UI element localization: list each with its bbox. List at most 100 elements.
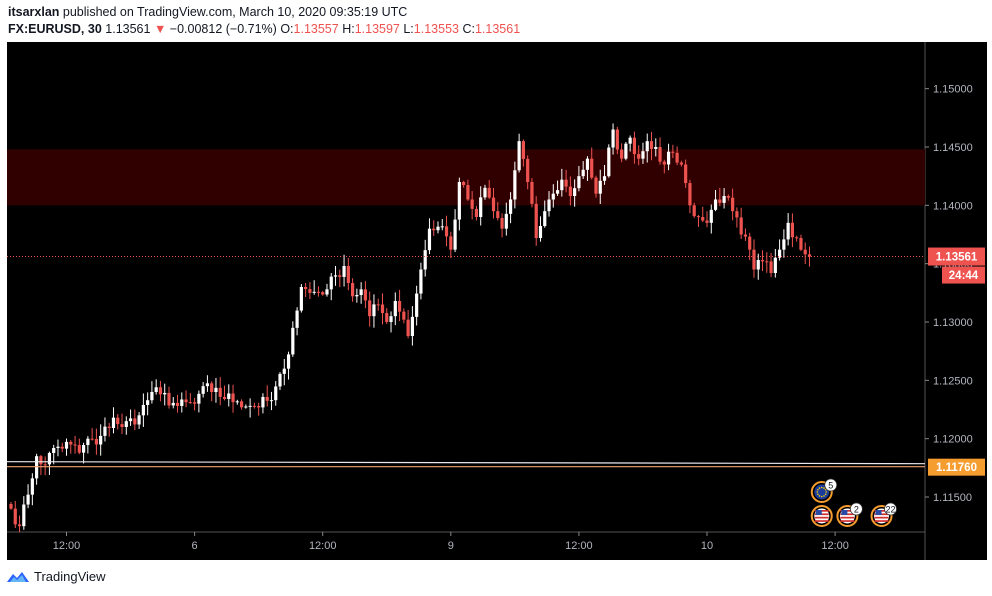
- candle-body: [487, 187, 491, 198]
- candle-body: [560, 179, 564, 191]
- close-value: 1.13561: [474, 22, 521, 36]
- candle-body: [782, 239, 786, 250]
- candle-body: [308, 289, 312, 293]
- candle-body: [466, 185, 470, 200]
- candle-body: [128, 418, 133, 422]
- candle-body: [701, 217, 705, 221]
- event-count-label: 5: [828, 481, 833, 491]
- candle-body: [342, 266, 346, 277]
- candle-body: [30, 478, 34, 495]
- candles-layer: [9, 123, 812, 533]
- candle-body: [713, 199, 718, 210]
- eu-star: [818, 495, 821, 497]
- candle-body: [321, 292, 325, 295]
- candle-body: [154, 387, 158, 392]
- candle-body: [359, 289, 363, 296]
- candle-body: [329, 276, 333, 290]
- down-arrow-icon: ▼: [153, 22, 167, 36]
- trend-line: [7, 461, 926, 465]
- candle-body: [457, 182, 461, 220]
- candle-body: [13, 508, 17, 525]
- candle-body: [769, 261, 773, 273]
- candle-body: [107, 426, 111, 428]
- candle-body: [773, 257, 777, 273]
- candle-body: [615, 129, 619, 150]
- candle-body: [423, 250, 427, 270]
- candle-body: [184, 399, 188, 403]
- price-tick-label: 1.15000: [933, 84, 973, 96]
- price-labels: 1.13561 24:44 1.11760: [928, 247, 985, 476]
- candle-body: [415, 293, 419, 317]
- candle-body: [658, 147, 662, 162]
- resistance-zone: [7, 149, 925, 206]
- candle-body: [696, 216, 701, 218]
- candle-body: [124, 421, 128, 427]
- publish-text: published on TradingView.com, March 10, …: [62, 5, 408, 19]
- candle-body: [26, 494, 30, 505]
- open-label: O:: [280, 22, 294, 36]
- candle-body: [406, 319, 410, 336]
- candle-body: [99, 435, 103, 445]
- candle-body: [483, 187, 487, 198]
- eu-star: [824, 488, 827, 491]
- candle-body: [637, 154, 641, 159]
- candle-body: [521, 141, 525, 159]
- candle-body: [671, 151, 675, 153]
- high-label: H:: [342, 22, 355, 36]
- candle-body: [577, 176, 581, 189]
- candle-body: [534, 203, 538, 238]
- candle-body: [739, 217, 743, 235]
- price-tick-label: 1.14000: [933, 200, 973, 212]
- candle-body: [799, 238, 803, 250]
- price-chart[interactable]: 1.115001.120001.125001.130001.135001.140…: [7, 42, 987, 560]
- candle-body: [760, 260, 765, 262]
- candle-body: [338, 275, 342, 277]
- footer-brand[interactable]: TradingView: [6, 568, 106, 584]
- us-stripe: [814, 520, 829, 522]
- eu-star: [817, 493, 819, 496]
- us-stripe: [874, 516, 889, 519]
- time-axis: 12:00 6 12:00 9 12:00 10 12:00: [53, 532, 849, 552]
- candle-body: [218, 387, 222, 397]
- candle-body: [299, 287, 303, 311]
- eu-star: [820, 495, 823, 498]
- candle-body: [427, 228, 432, 251]
- candle-body: [52, 448, 56, 453]
- candle-body: [150, 392, 154, 401]
- author-name[interactable]: itsarxlan: [8, 5, 60, 19]
- support-level-label: 1.11760: [936, 462, 977, 474]
- candle-body: [188, 402, 192, 404]
- candle-body: [312, 291, 316, 293]
- candle-body: [346, 266, 350, 284]
- candle-body: [325, 289, 329, 295]
- candle-body: [675, 152, 679, 163]
- time-tick-label: 12:00: [821, 540, 849, 552]
- candle-body: [244, 406, 248, 408]
- candle-body: [158, 387, 163, 395]
- symbol-label[interactable]: FX:EURUSD, 30: [8, 22, 102, 36]
- candle-body: [440, 226, 444, 228]
- candle-body: [227, 393, 231, 399]
- candle-body: [786, 222, 790, 240]
- candle-body: [81, 445, 86, 453]
- candle-body: [547, 199, 551, 212]
- candle-body: [628, 137, 632, 144]
- eu-star: [817, 488, 819, 491]
- price-tick-label: 1.12000: [933, 434, 973, 446]
- candle-body: [64, 441, 69, 449]
- candle-body: [470, 199, 474, 209]
- candle-body: [645, 141, 649, 152]
- candle-body: [248, 405, 252, 407]
- candle-body: [410, 316, 414, 336]
- candle-body: [684, 164, 688, 184]
- candle-body: [197, 393, 201, 404]
- candle-body: [513, 170, 517, 200]
- candle-body: [500, 218, 504, 229]
- candle-body: [222, 396, 227, 399]
- candle-body: [286, 354, 291, 369]
- time-tick-label: 12:00: [565, 540, 593, 552]
- candle-body: [380, 304, 385, 314]
- last-price: 1.13561: [105, 22, 151, 36]
- candle-body: [679, 162, 683, 165]
- us-stripe: [814, 516, 829, 519]
